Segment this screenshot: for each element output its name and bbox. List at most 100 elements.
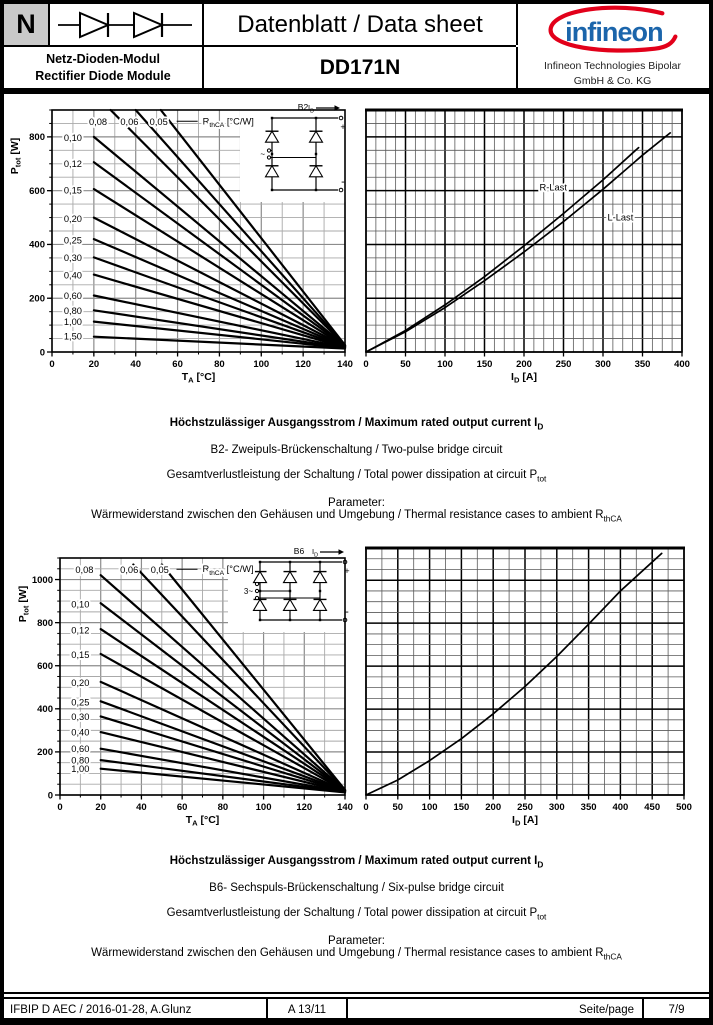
svg-text:-: - (341, 176, 345, 188)
header-bottom-rule (0, 88, 713, 94)
type-letter: N (16, 9, 36, 39)
svg-text:0,60: 0,60 (64, 291, 82, 301)
module-type-de: Netz-Dioden-Modul (46, 52, 160, 67)
footer-revision: A 13/11 (266, 999, 346, 1021)
svg-text:0,80: 0,80 (71, 756, 89, 766)
svg-text:100: 100 (253, 359, 269, 370)
caption-line: Gesamtverlustleistung der Schaltung / To… (166, 469, 547, 484)
module-type-cell: Netz-Dioden-Modul Rectifier Diode Module (4, 47, 202, 88)
svg-text:600: 600 (37, 661, 53, 672)
svg-text:L-Last: L-Last (607, 213, 633, 223)
rectifier-diode-icon (58, 10, 192, 39)
footer-page-number: 7/9 (642, 999, 709, 1021)
caption-line: Wärmewiderstand zwischen den Gehäusen un… (91, 946, 622, 961)
svg-text:800: 800 (29, 132, 45, 143)
caption-line: B6- Sechspuls-Brückenschaltung / Six-pul… (209, 882, 504, 895)
caption-line: Höchstzulässiger Ausgangsstrom / Maximum… (169, 417, 544, 432)
header-divider (4, 45, 516, 47)
svg-text:0,80: 0,80 (64, 306, 82, 316)
svg-text:0,12: 0,12 (64, 159, 82, 169)
svg-text:400: 400 (674, 359, 690, 370)
svg-text:300: 300 (595, 359, 611, 370)
document-title: Datenblatt / Data sheet (237, 10, 483, 38)
svg-text:0,10: 0,10 (64, 133, 82, 143)
svg-text:0: 0 (57, 802, 62, 813)
svg-text:200: 200 (516, 359, 532, 370)
svg-text:60: 60 (177, 802, 188, 813)
svg-text:ID [A]: ID [A] (511, 371, 537, 385)
svg-text:140: 140 (337, 359, 353, 370)
svg-text:80: 80 (214, 359, 225, 370)
b2-derating-chart: + - ~ B2 ID 0,05 0,06 0,08 0,10 0,12 0,15 0,20 0,25 0… (9, 102, 353, 385)
svg-text:150: 150 (453, 802, 469, 813)
svg-text:Ptot [W]: Ptot [W] (17, 586, 31, 623)
svg-text:20: 20 (89, 359, 100, 370)
svg-text:1000: 1000 (32, 575, 53, 586)
svg-text:0,40: 0,40 (64, 270, 82, 280)
svg-text:0,10: 0,10 (71, 600, 89, 610)
diode-symbol-cell (50, 4, 200, 45)
svg-text:50: 50 (400, 359, 411, 370)
svg-text:0,08: 0,08 (89, 117, 107, 127)
svg-text:B6: B6 (294, 546, 305, 556)
svg-text:0: 0 (40, 347, 45, 358)
svg-text:3~: 3~ (244, 587, 253, 596)
caption-line: Parameter: (328, 496, 385, 509)
infineon-logo: infineon (548, 5, 677, 53)
svg-text:TA [°C]: TA [°C] (182, 371, 216, 385)
b6-output-current-chart: 0 50 100 150 200 250 300 350 400 450 500 ID [A] (363, 546, 692, 828)
svg-text:400: 400 (29, 240, 45, 251)
svg-text:0,30: 0,30 (71, 712, 89, 722)
company-line1: Infineon Technologies Bipolar (544, 60, 681, 73)
caption-block-b6: Höchstzulässiger Ausgangsstrom / Maximum… (0, 855, 713, 961)
svg-text:300: 300 (549, 802, 565, 813)
svg-text:0,15: 0,15 (64, 186, 82, 196)
svg-text:B2: B2 (298, 102, 309, 112)
svg-text:350: 350 (581, 802, 597, 813)
footer-table: IFBIP D AEC / 2016-01-28, A.Glunz A 13/1… (4, 997, 709, 1023)
svg-text:1,00: 1,00 (71, 764, 89, 774)
svg-text:50: 50 (393, 802, 404, 813)
svg-text:800: 800 (37, 618, 53, 629)
logo-wordmark: infineon (565, 18, 663, 48)
svg-text:RthCA [°C/W]: RthCA [°C/W] (203, 564, 254, 577)
svg-text:150: 150 (477, 359, 493, 370)
caption-line: Höchstzulässiger Ausgangsstrom / Maximum… (169, 855, 544, 870)
b2-output-current-chart: R-Last L-Last 0 50 100 150 200 250 300 350 400 ID [… (363, 108, 690, 385)
svg-text:0,06: 0,06 (120, 117, 138, 127)
svg-text:400: 400 (37, 704, 53, 715)
svg-text:+: + (344, 566, 349, 576)
svg-text:0: 0 (48, 790, 53, 801)
svg-text:0,40: 0,40 (71, 728, 89, 738)
svg-text:RthCA [°C/W]: RthCA [°C/W] (203, 116, 254, 129)
type-letter-cell: N (4, 4, 50, 45)
svg-text:450: 450 (644, 802, 660, 813)
svg-text:250: 250 (517, 802, 533, 813)
svg-text:600: 600 (29, 186, 45, 197)
svg-text:0,15: 0,15 (71, 650, 89, 660)
svg-text:-: - (345, 606, 349, 618)
svg-text:~: ~ (260, 150, 265, 159)
svg-text:0,60: 0,60 (71, 744, 89, 754)
caption-line: Gesamtverlustleistung der Schaltung / To… (166, 907, 547, 922)
svg-text:ID: ID (308, 103, 314, 115)
svg-text:140: 140 (337, 802, 353, 813)
b6-derating-chart: + - 3~ B6 ID 0,05 0,06 0,08 0,10 0,12 0,15 0,20 0,25… (17, 546, 354, 828)
svg-text:80: 80 (218, 802, 229, 813)
svg-text:400: 400 (612, 802, 628, 813)
svg-text:40: 40 (130, 359, 141, 370)
svg-text:20: 20 (95, 802, 106, 813)
svg-text:0,05: 0,05 (150, 117, 168, 127)
caption-line: Wärmewiderstand zwischen den Gehäusen un… (91, 508, 622, 523)
svg-text:60: 60 (172, 359, 183, 370)
svg-text:ID: ID (312, 547, 318, 559)
svg-text:100: 100 (437, 359, 453, 370)
svg-text:TA [°C]: TA [°C] (186, 814, 220, 828)
caption-line: B2- Zweipuls-Brückenschaltung / Two-puls… (210, 444, 503, 457)
svg-text:0: 0 (363, 802, 368, 813)
svg-text:0,20: 0,20 (71, 678, 89, 688)
svg-text:200: 200 (485, 802, 501, 813)
svg-text:100: 100 (422, 802, 438, 813)
svg-text:250: 250 (556, 359, 572, 370)
part-number-cell: DD171N (202, 47, 518, 88)
